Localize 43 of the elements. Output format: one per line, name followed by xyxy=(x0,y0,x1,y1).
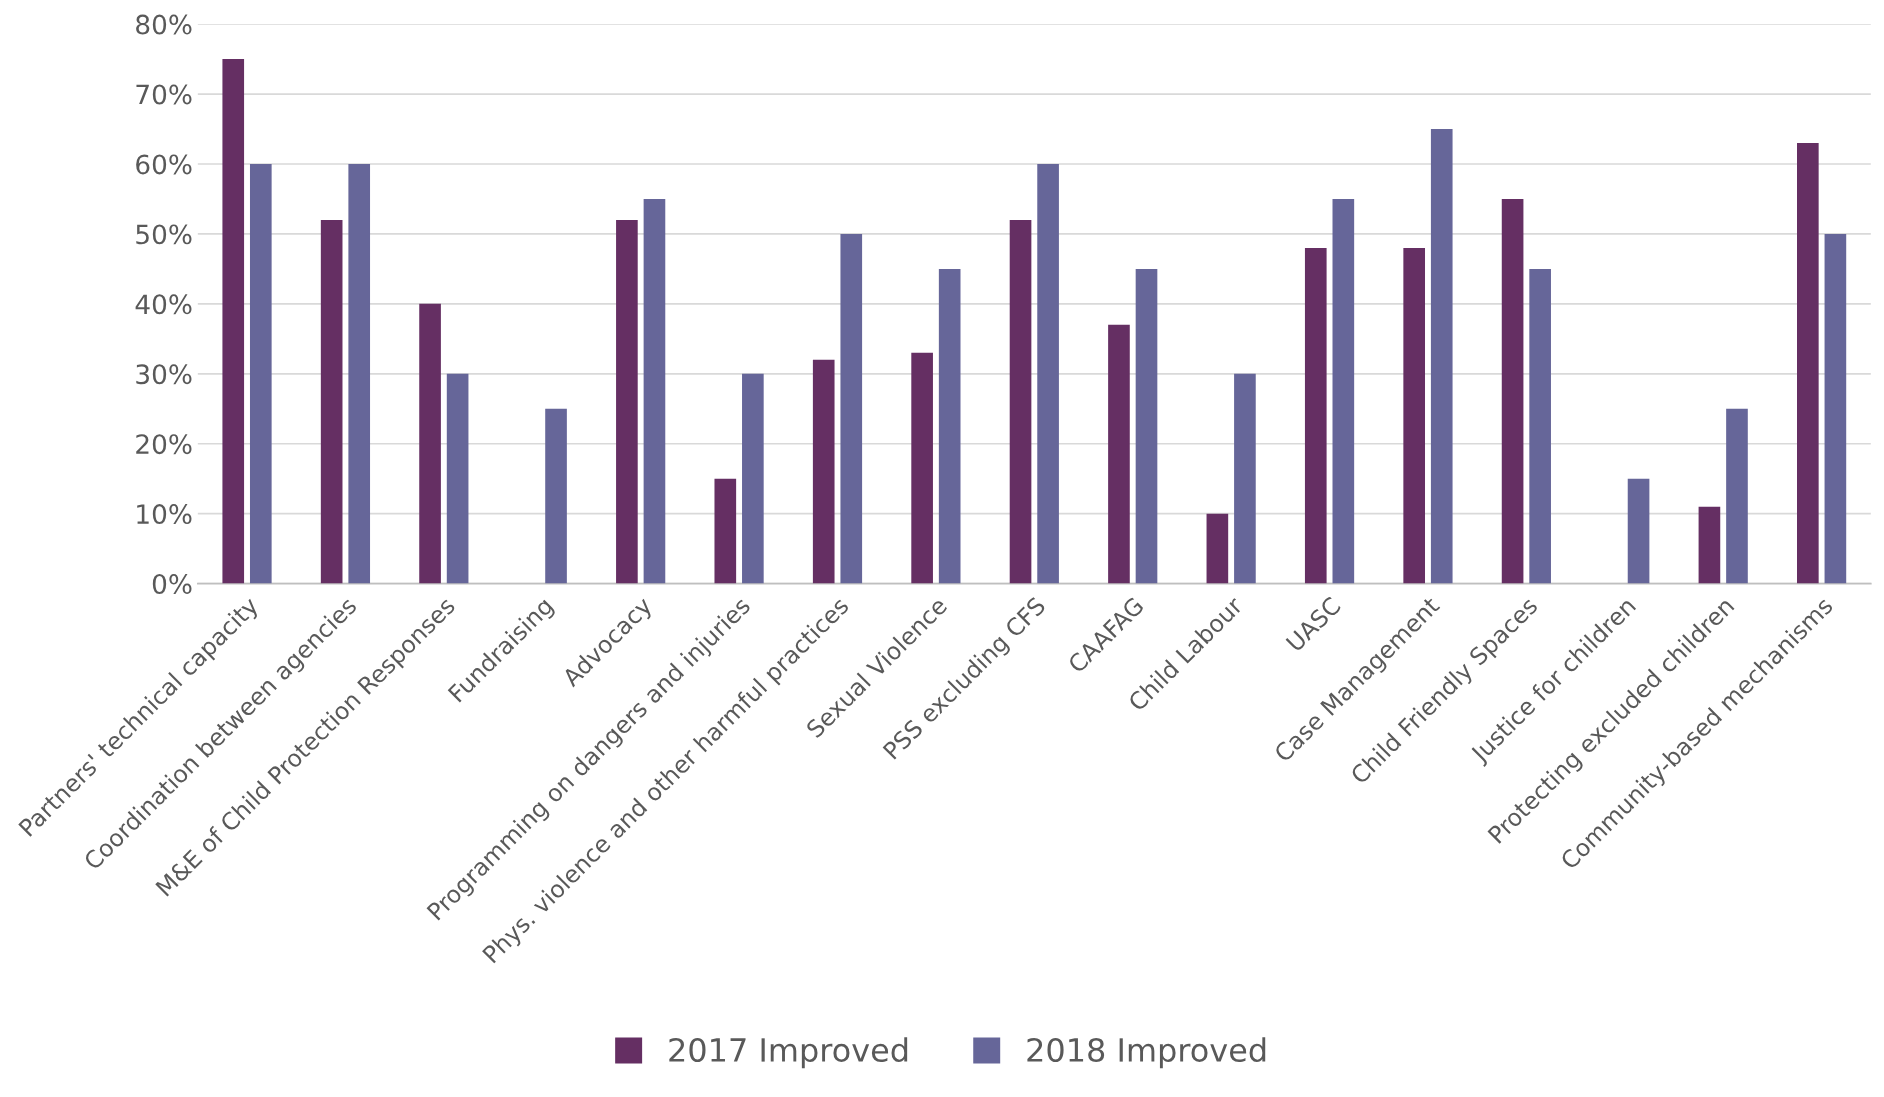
y-tick-label: 70% xyxy=(136,84,192,105)
y-tick-label: 10% xyxy=(137,504,192,525)
bar xyxy=(1529,268,1551,584)
bar xyxy=(1824,233,1847,584)
y-tick-label: 40% xyxy=(135,294,192,315)
legend-label: 2018 Improved xyxy=(1027,1037,1266,1069)
bar xyxy=(446,373,469,584)
y-tick-label: 30% xyxy=(136,364,192,385)
bar xyxy=(1403,247,1426,584)
bar xyxy=(616,219,638,584)
bar xyxy=(1009,219,1032,584)
bar xyxy=(1206,513,1229,584)
bar xyxy=(1501,198,1524,584)
bar xyxy=(911,352,933,584)
bar xyxy=(1627,478,1650,584)
legend-label: 2017 Improved xyxy=(669,1037,908,1069)
bar xyxy=(1430,129,1453,584)
y-tick-label: 60% xyxy=(136,154,192,175)
bar xyxy=(419,303,441,584)
y-tick-label: 20% xyxy=(136,434,192,455)
bar xyxy=(249,164,272,584)
bar xyxy=(1108,324,1130,584)
bar xyxy=(812,359,835,584)
bar xyxy=(742,373,764,584)
bar xyxy=(1304,247,1327,584)
bar xyxy=(840,233,863,584)
bar xyxy=(1698,506,1721,584)
bar xyxy=(545,408,567,584)
bar xyxy=(1037,164,1059,584)
bar xyxy=(1135,268,1158,584)
bar xyxy=(222,59,245,584)
bar xyxy=(938,268,961,584)
bar xyxy=(320,219,343,584)
y-tick-label: 0% xyxy=(152,574,192,594)
y-tick-label: 80% xyxy=(136,14,192,35)
bar xyxy=(1234,373,1256,584)
bar xyxy=(1332,198,1355,584)
bar xyxy=(714,478,737,584)
bar xyxy=(1797,143,1819,584)
bar xyxy=(643,198,666,584)
bar xyxy=(1726,408,1748,584)
y-tick-label: 50% xyxy=(136,224,192,245)
bar xyxy=(348,164,371,584)
